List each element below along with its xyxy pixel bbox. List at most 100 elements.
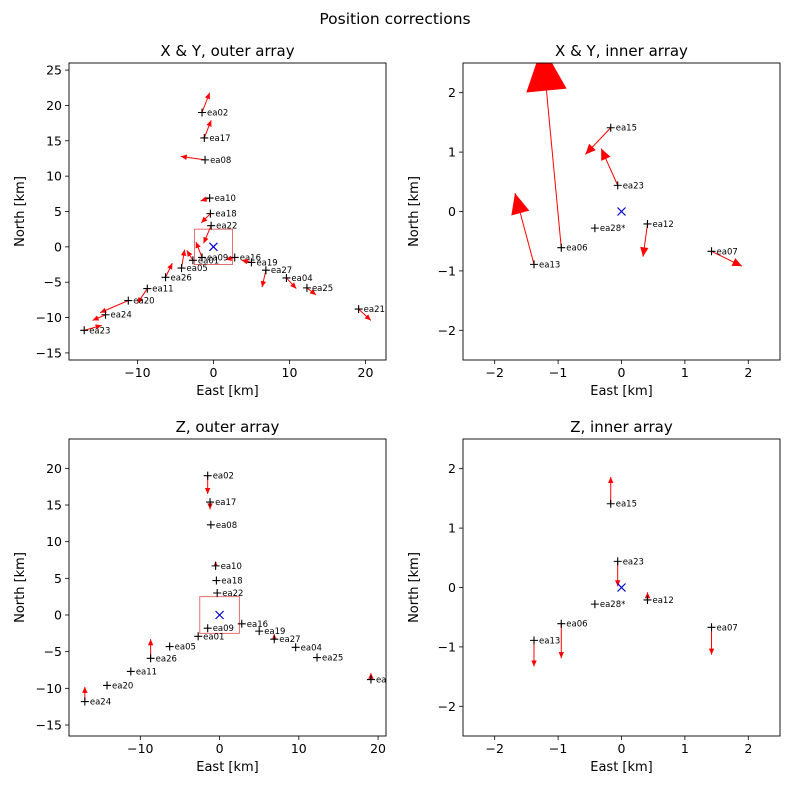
station-label: ea18 (221, 577, 242, 587)
station-marker (198, 253, 207, 262)
station-label: ea08 (210, 156, 231, 166)
correction-arrowhead (290, 282, 297, 289)
correction-arrowhead (531, 660, 537, 667)
subplot-z-outer: Z, outer array −10 0 10 20 −15 −10 −5 0 5 10 15 20 Ea… (13, 418, 397, 775)
station-label: ea17 (215, 498, 236, 508)
station-marker (80, 326, 89, 335)
y-tick-label: −1 (438, 639, 456, 654)
station-label: ea12 (652, 596, 673, 606)
station-marker (613, 557, 622, 566)
y-tick-label: −5 (44, 644, 62, 659)
correction-arrowhead (180, 249, 187, 257)
x-tick-label: −2 (485, 741, 503, 756)
station-label: ea12 (652, 220, 673, 230)
x-tick-label: −10 (124, 365, 150, 380)
plot-area: ea02 ea17 ea08 ea10 ea18 ea22 ea16ea19ea27ea04… (80, 92, 385, 336)
y-tick-label: −10 (36, 681, 62, 696)
station-marker (188, 256, 197, 265)
station-marker (161, 273, 170, 282)
station-label: ea07 (717, 247, 738, 257)
station-label: ea02 (213, 472, 234, 482)
station-label: ea02 (207, 109, 228, 119)
plot-area: ea15 ea23 ea28* ea12 ea06 ea13 ea07 (530, 477, 738, 667)
station-marker (198, 108, 207, 117)
station-marker (230, 253, 239, 262)
correction-arrowhead (225, 255, 233, 261)
correction-arrowhead (203, 236, 209, 244)
correction-arrowhead (200, 196, 208, 202)
station-marker (590, 224, 599, 233)
x-tick-label: −2 (485, 365, 503, 380)
y-tick-label: 0 (448, 580, 456, 595)
station-label: ea13 (539, 260, 560, 270)
station-marker (261, 266, 270, 275)
y-tick-label: −2 (438, 699, 456, 714)
station-marker (103, 681, 112, 690)
station-marker (177, 264, 186, 273)
x-axis-label: East [km] (590, 384, 653, 399)
station-label: ea06 (566, 620, 587, 630)
correction-arrowhead (608, 477, 614, 484)
x-tick-label: −1 (549, 365, 567, 380)
station-label: ea07 (717, 623, 738, 633)
station-marker (124, 296, 133, 305)
station-marker (255, 627, 264, 636)
station-marker (291, 643, 300, 652)
station-marker (557, 243, 566, 252)
y-tick-label: 15 (46, 133, 62, 148)
x-tick-label: 20 (370, 741, 386, 756)
correction-arrowhead (644, 592, 651, 599)
station-label: ea06 (566, 244, 587, 254)
station-marker (313, 653, 322, 662)
station-label: ea26 (171, 273, 192, 283)
station-marker (613, 181, 622, 190)
correction-arrowhead (260, 280, 267, 288)
correction-arrowhead (207, 503, 213, 510)
y-tick-label: 1 (448, 145, 456, 160)
station-label: ea26 (156, 654, 177, 664)
x-tick-label: 1 (681, 365, 689, 380)
subplot-title: X & Y, outer array (160, 42, 294, 60)
figure-suptitle: Position corrections (319, 10, 470, 28)
station-label: ea25 (312, 284, 333, 294)
y-tick-label: −15 (36, 718, 62, 733)
x-tick-label: 2 (744, 365, 752, 380)
station-label: ea21 (376, 676, 397, 686)
inner-array-box (193, 228, 233, 265)
array-center-marker (209, 242, 218, 252)
station-label: ea27 (279, 635, 300, 645)
station-marker (302, 283, 311, 292)
correction-arrowhead (95, 324, 102, 330)
station-marker (707, 247, 716, 256)
station-marker (606, 123, 615, 132)
station-label: ea17 (209, 134, 230, 144)
station-label: ea15 (616, 500, 637, 510)
correction-arrowhead (206, 120, 212, 127)
station-marker (530, 636, 539, 645)
station-marker (146, 654, 155, 663)
station-label: ea05 (187, 264, 208, 274)
station-marker (212, 576, 221, 585)
y-tick-label: 2 (448, 85, 456, 100)
station-marker (203, 471, 212, 480)
array-center-marker (617, 207, 626, 216)
station-label: ea24 (90, 698, 111, 708)
station-label: ea22 (222, 589, 243, 599)
station-label: ea10 (221, 562, 242, 572)
correction-arrowhead (241, 258, 248, 265)
y-axis-label: North [km] (407, 552, 422, 623)
station-marker (707, 623, 716, 632)
station-marker (80, 697, 89, 706)
correction-arrowhead (558, 652, 564, 659)
station-label: ea23 (89, 326, 110, 336)
correction-arrowhead (204, 488, 211, 494)
correction-arrowhead (526, 63, 567, 93)
y-axis-label: North [km] (13, 552, 28, 623)
station-marker (206, 209, 215, 218)
axes-frame (68, 438, 387, 737)
station-marker (282, 273, 291, 282)
inner-array-box (199, 596, 240, 634)
station-label: ea11 (152, 285, 173, 295)
station-marker (206, 520, 215, 529)
